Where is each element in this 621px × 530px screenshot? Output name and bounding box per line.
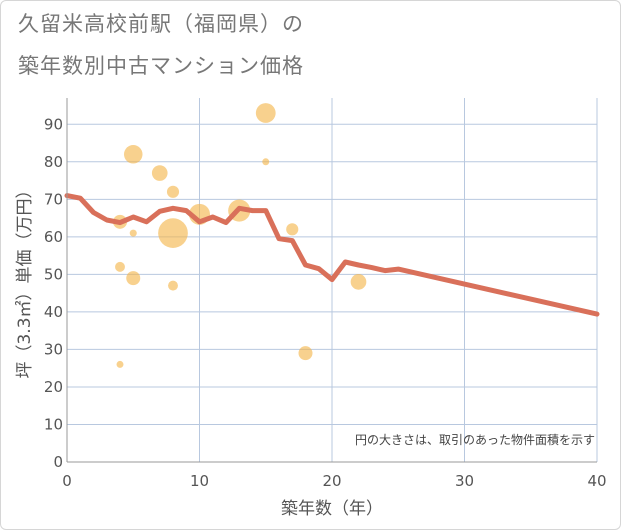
average-line-series (64, 193, 600, 317)
axes: 0 10 20 30 40 0 10 20 30 40 50 60 70 80 90 (44, 98, 607, 490)
y-tick-label: 90 (44, 115, 63, 133)
bubble-point (350, 274, 367, 290)
y-tick-label: 40 (44, 303, 63, 321)
y-tick-label: 20 (44, 378, 63, 396)
y-tick-label: 60 (44, 228, 63, 246)
x-tick-label: 10 (190, 472, 209, 490)
y-tick-label: 50 (44, 265, 63, 283)
bubble-point (298, 346, 313, 361)
x-tick-label: 40 (587, 472, 606, 490)
bubble-point (168, 280, 178, 291)
x-tick-label: 20 (322, 472, 341, 490)
bubble-point (115, 261, 125, 272)
chart-title-line-2: 築年数別中古マンション価格 (18, 54, 304, 78)
bubble-point (116, 360, 124, 368)
y-tick-label: 80 (44, 153, 63, 171)
x-tick-label: 0 (62, 472, 72, 490)
chart-title-line-1: 久留米高校前駅（福岡県）の (18, 12, 304, 36)
bubble-point (158, 218, 188, 248)
bubble-point (255, 103, 276, 123)
y-axis-title: 坪（3.3㎡）単価（万円） (15, 181, 35, 378)
bubble-point (129, 229, 137, 237)
bubble-point (286, 223, 299, 236)
average-line (64, 193, 600, 317)
bubble-point (126, 271, 141, 286)
bubble-point (262, 158, 270, 166)
y-tick-label: 30 (44, 340, 63, 358)
grid (67, 98, 598, 462)
bubble-point (123, 145, 143, 164)
y-tick-label: 10 (44, 415, 63, 433)
x-tick-label: 30 (455, 472, 474, 490)
bubble-series (113, 103, 367, 368)
x-axis-title: 築年数（年） (281, 499, 383, 519)
bubble-point (151, 165, 168, 181)
y-tick-label: 0 (53, 453, 63, 471)
y-tick-label: 70 (44, 190, 63, 208)
bubble-point (166, 185, 180, 198)
bubble-size-note: 円の大きさは、取引のあった物件面積を示す (355, 432, 595, 447)
